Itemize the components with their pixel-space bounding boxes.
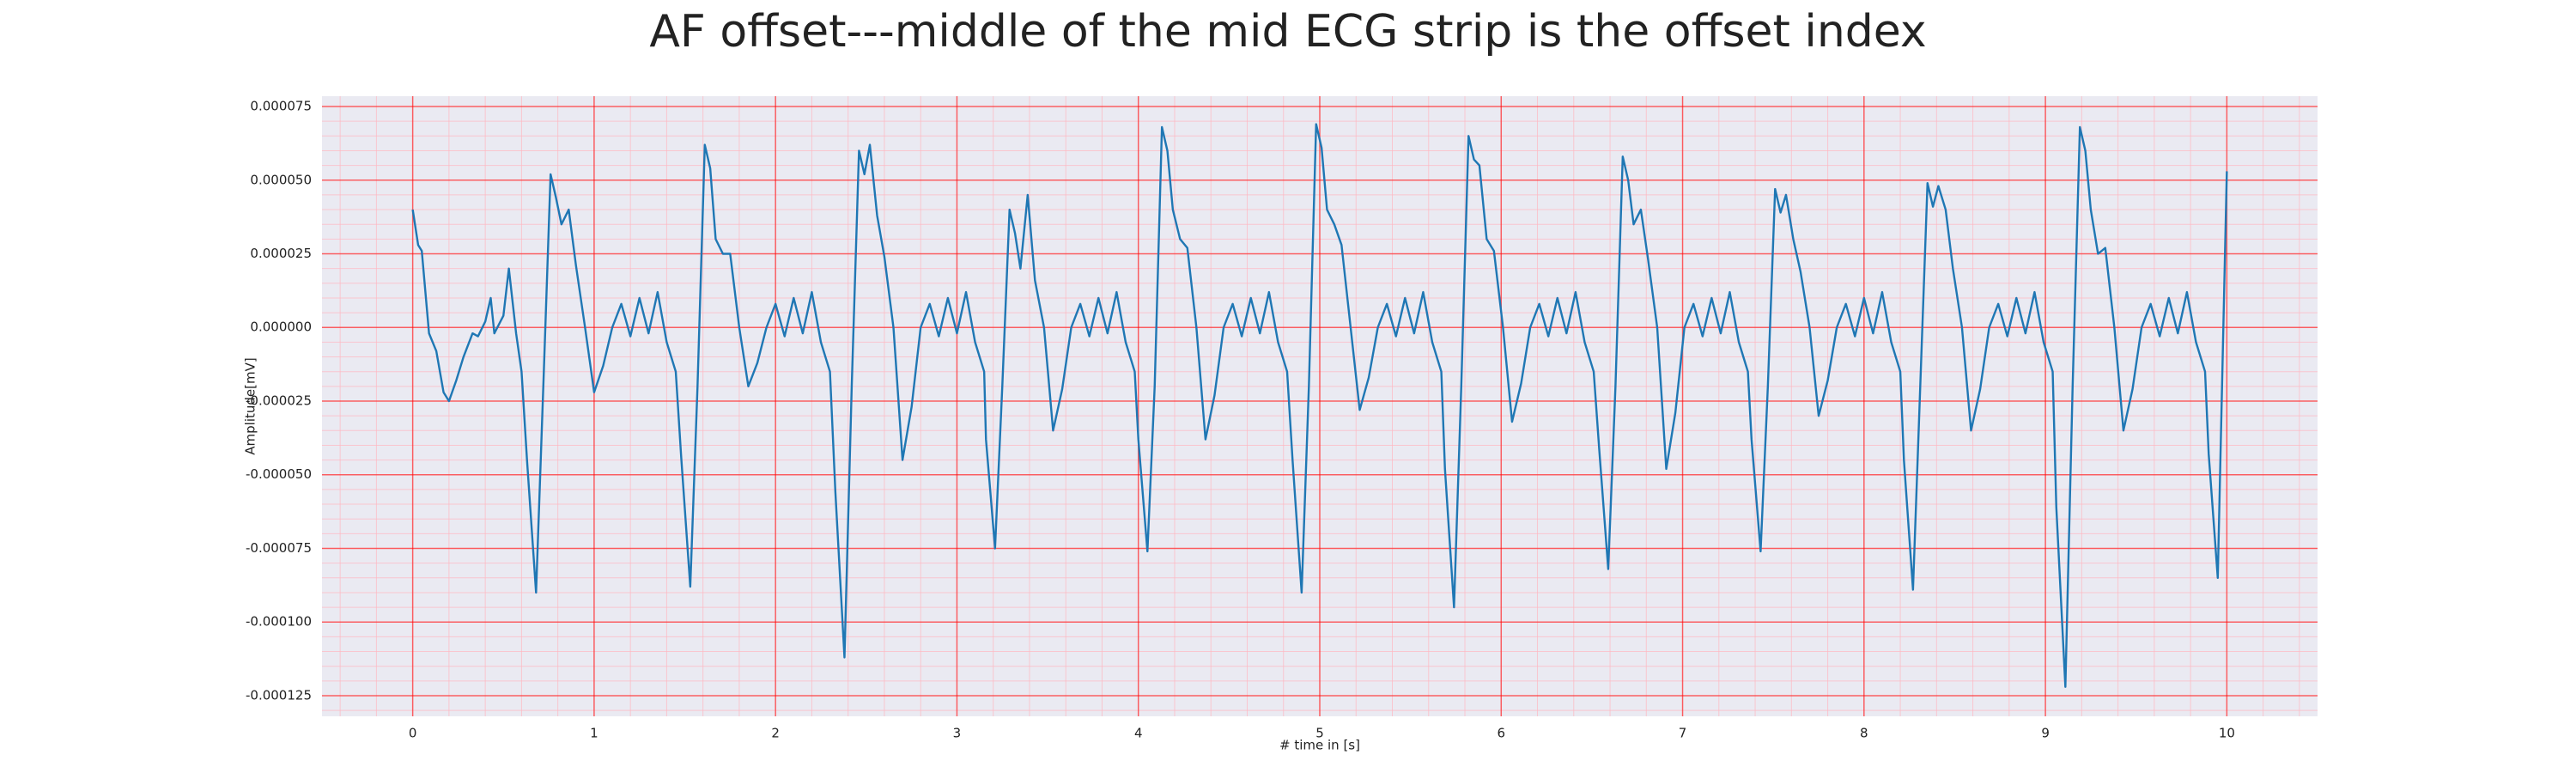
x-tick-label: 7 bbox=[1679, 726, 1687, 741]
y-tick-label: -0.000100 bbox=[246, 614, 312, 630]
x-tick-label: 5 bbox=[1315, 726, 1324, 741]
ecg-line bbox=[411, 123, 2228, 688]
y-axis-label: Amplitude[mV] bbox=[243, 357, 258, 454]
y-tick-label: 0.000025 bbox=[250, 246, 312, 261]
y-tick-label: 0.000000 bbox=[250, 320, 312, 335]
y-tick-label: 0.000050 bbox=[250, 172, 312, 187]
y-tick-label: -0.000125 bbox=[246, 687, 312, 703]
y-tick-label: -0.000025 bbox=[246, 393, 312, 408]
x-tick-label: 6 bbox=[1497, 726, 1505, 741]
chart-title: AF offset---middle of the mid ECG strip … bbox=[649, 6, 1926, 58]
x-axis-label: # time in [s] bbox=[1279, 738, 1360, 753]
x-tick-label: 2 bbox=[771, 726, 780, 741]
y-tick-label: 0.000075 bbox=[250, 99, 312, 114]
y-tick-label: -0.000075 bbox=[246, 540, 312, 556]
x-tick-label: 1 bbox=[590, 726, 598, 741]
grid bbox=[322, 96, 2318, 716]
x-tick-label: 10 bbox=[2219, 726, 2235, 741]
x-tick-label: 3 bbox=[953, 726, 962, 741]
marks bbox=[411, 123, 2228, 688]
x-tick-label: 8 bbox=[1860, 726, 1868, 741]
x-tick-label: 0 bbox=[409, 726, 417, 741]
x-tick-label: 9 bbox=[2041, 726, 2050, 741]
x-tick-label: 4 bbox=[1134, 726, 1143, 741]
y-tick-label: -0.000050 bbox=[246, 466, 312, 482]
